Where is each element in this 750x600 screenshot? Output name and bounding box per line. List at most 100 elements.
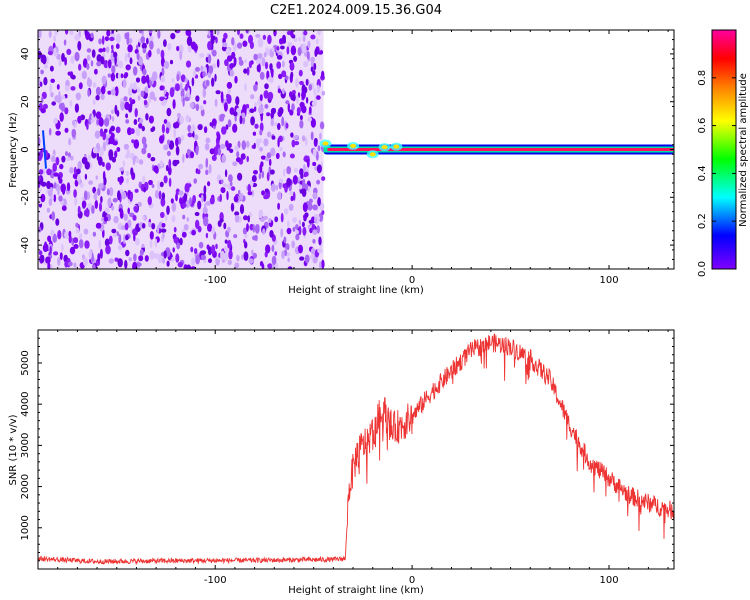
noise-speckle	[161, 223, 166, 228]
noise-speckle	[100, 85, 106, 95]
noise-speckle	[304, 137, 308, 146]
noise-speckle	[186, 148, 191, 156]
noise-speckle	[225, 140, 229, 148]
noise-speckle	[319, 121, 325, 130]
noise-speckle	[263, 194, 269, 200]
noise-speckle	[261, 190, 266, 196]
noise-speckle	[61, 243, 64, 252]
noise-speckle	[166, 150, 171, 157]
noise-speckle	[205, 157, 209, 168]
edge-artifact	[42, 130, 47, 169]
noise-speckle	[203, 100, 207, 105]
noise-speckle	[171, 78, 175, 83]
noise-speckle	[139, 30, 143, 34]
noise-speckle	[151, 184, 155, 188]
noise-speckle	[203, 185, 207, 195]
noise-speckle	[313, 254, 316, 264]
noise-speckle	[227, 259, 232, 265]
noise-speckle	[282, 168, 286, 177]
noise-speckle	[48, 128, 52, 136]
noise-speckle	[215, 243, 218, 250]
noise-speckle	[281, 70, 287, 78]
noise-speckle	[171, 202, 177, 212]
noise-speckle	[134, 188, 139, 193]
noise-speckle	[296, 107, 301, 114]
noise-speckle	[81, 200, 87, 209]
noise-speckle	[148, 35, 154, 43]
noise-speckle	[185, 83, 188, 92]
noise-speckle	[105, 245, 111, 255]
noise-speckle	[207, 223, 213, 232]
noise-speckle	[220, 187, 226, 194]
noise-speckle	[304, 212, 309, 218]
noise-speckle	[287, 102, 290, 113]
noise-speckle	[193, 178, 197, 184]
noise-speckle	[149, 40, 154, 50]
noise-speckle	[237, 30, 240, 36]
noise-speckle	[230, 202, 235, 212]
noise-speckle	[67, 261, 73, 267]
noise-speckle	[227, 239, 232, 250]
noise-speckle	[235, 157, 242, 163]
noise-speckle	[131, 139, 135, 144]
noise-speckle	[202, 88, 207, 98]
noise-speckle	[125, 170, 130, 177]
noise-speckle	[315, 38, 319, 45]
noise-speckle	[119, 167, 124, 172]
noise-speckle	[64, 231, 70, 239]
noise-speckle	[205, 201, 212, 206]
noise-speckle	[133, 205, 138, 213]
noise-speckle	[105, 162, 112, 171]
noise-speckle	[244, 58, 247, 64]
noise-speckle	[285, 122, 289, 129]
noise-speckle	[246, 66, 250, 76]
carrier-disturbance-core	[322, 141, 329, 146]
noise-speckle	[179, 237, 183, 246]
noise-speckle	[122, 79, 127, 88]
noise-speckle	[92, 264, 96, 269]
noise-speckle	[138, 123, 143, 129]
noise-speckle	[149, 231, 154, 240]
noise-speckle	[215, 90, 221, 95]
noise-speckle	[64, 30, 69, 35]
noise-speckle	[187, 87, 190, 98]
noise-speckle	[321, 210, 325, 215]
noise-speckle	[151, 71, 158, 81]
noise-speckle	[159, 160, 164, 168]
noise-speckle	[258, 209, 264, 219]
noise-speckle	[287, 257, 291, 263]
noise-speckle	[74, 103, 79, 113]
noise-speckle	[321, 176, 326, 182]
noise-speckle	[159, 135, 164, 144]
noise-speckle	[148, 179, 153, 186]
noise-speckle	[291, 139, 296, 148]
noise-speckle	[208, 65, 214, 74]
noise-speckle	[214, 98, 218, 107]
noise-speckle	[258, 172, 262, 180]
noise-speckle	[312, 204, 318, 211]
noise-speckle	[132, 261, 138, 269]
noise-speckle	[239, 33, 244, 39]
noise-speckle	[74, 179, 79, 187]
noise-speckle	[167, 139, 170, 146]
colorbar-tick-label: 0.2	[697, 213, 708, 229]
noise-speckle	[185, 30, 190, 36]
noise-speckle	[49, 65, 54, 72]
noise-speckle	[170, 198, 174, 204]
noise-speckle	[157, 180, 161, 191]
noise-speckle	[261, 57, 266, 67]
noise-speckle	[95, 175, 99, 180]
noise-speckle	[107, 73, 112, 78]
noise-speckle	[283, 236, 287, 244]
noise-speckle	[211, 63, 217, 69]
noise-speckle	[234, 211, 240, 216]
noise-speckle	[158, 190, 162, 200]
noise-speckle	[293, 135, 299, 140]
noise-speckle	[237, 172, 243, 181]
noise-speckle	[273, 108, 276, 114]
noise-speckle	[138, 255, 144, 262]
noise-speckle	[308, 198, 313, 204]
noise-speckle	[316, 164, 322, 174]
snr-x-tick-label: -100	[204, 575, 227, 586]
noise-speckle	[223, 32, 228, 40]
